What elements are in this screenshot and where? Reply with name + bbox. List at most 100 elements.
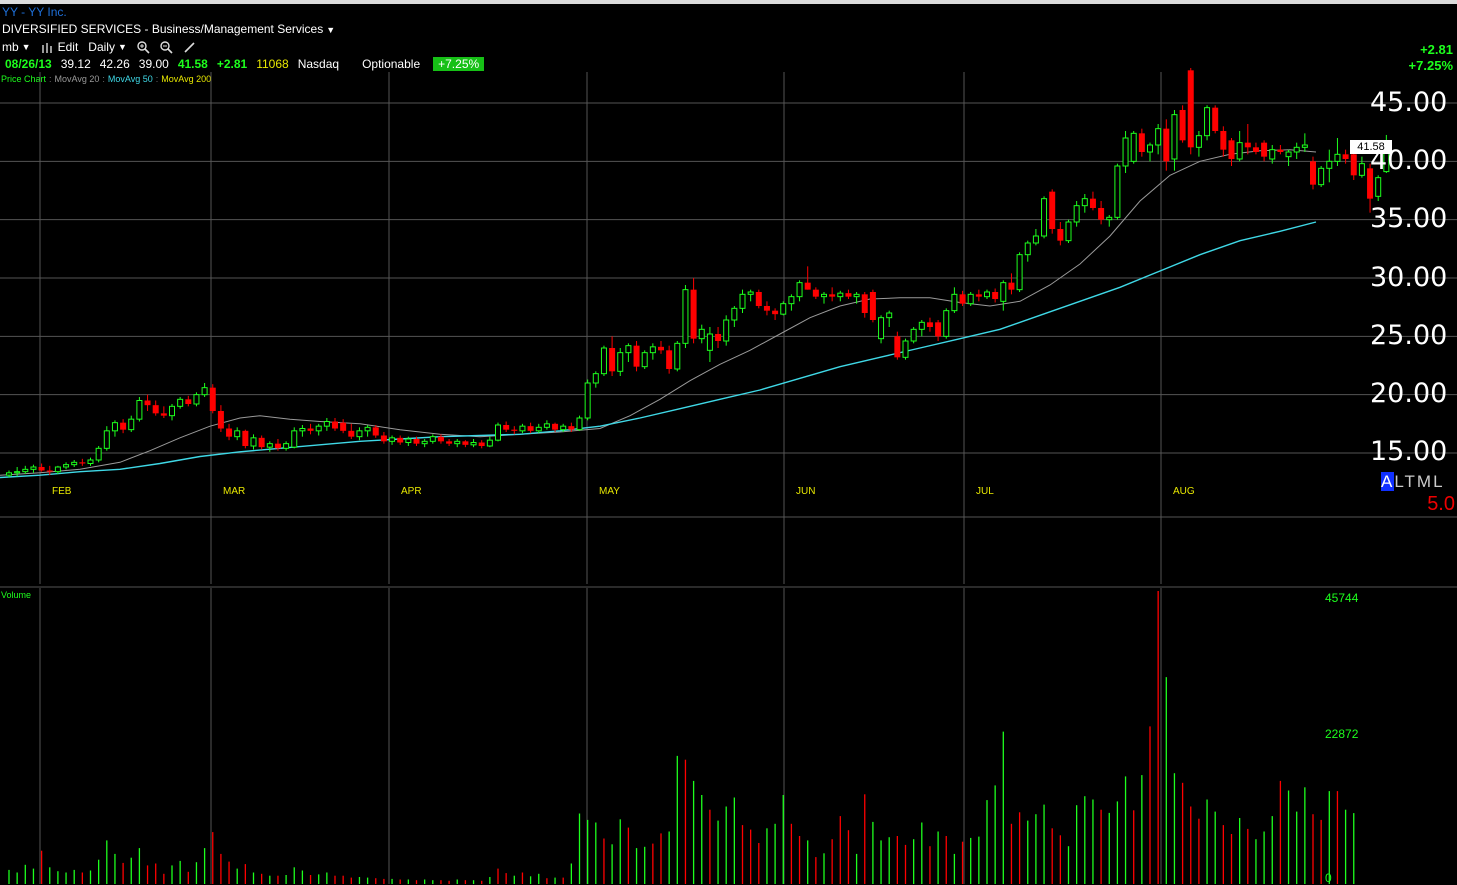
candle	[600, 345, 607, 376]
altml-highlight[interactable]: A	[1381, 472, 1395, 491]
candle	[992, 288, 999, 303]
zoom-out-button[interactable]	[160, 40, 173, 54]
ma50-legend[interactable]: MovAvg 50	[107, 74, 153, 84]
candle	[1334, 137, 1341, 166]
draw-tool-button[interactable]	[183, 41, 196, 54]
candle-body	[397, 437, 404, 443]
candle-body	[1008, 282, 1015, 290]
candle	[201, 382, 208, 397]
candle	[1310, 156, 1316, 190]
zoom-in-icon	[137, 40, 150, 54]
ma200-legend[interactable]: MovAvg 200	[161, 74, 212, 84]
candle-body	[364, 426, 371, 432]
candle	[372, 424, 379, 438]
candle-body	[902, 340, 909, 358]
bar-chart-icon	[41, 42, 52, 53]
candle	[63, 462, 70, 470]
altml-selector[interactable]: ALTML	[1381, 472, 1445, 492]
candle-body	[1089, 198, 1096, 208]
candle-body	[519, 425, 526, 432]
candle	[389, 435, 396, 445]
candle	[1122, 130, 1129, 173]
price-axis-label: 45.00	[1370, 87, 1448, 118]
candle	[340, 419, 347, 434]
industry-group[interactable]: DIVERSIFIED SERVICES - Business/Manageme…	[2, 22, 335, 36]
candle	[543, 420, 550, 430]
candle-body	[54, 466, 61, 473]
candle	[258, 435, 265, 450]
candle	[1000, 280, 1007, 311]
candle-body	[1122, 137, 1129, 167]
candle	[1236, 130, 1243, 162]
ma20-legend[interactable]: MovAvg 20	[54, 74, 100, 84]
candle-body	[731, 307, 738, 321]
candle	[951, 287, 958, 313]
candle	[861, 291, 868, 318]
candle	[535, 423, 542, 434]
candle-body	[1163, 128, 1170, 162]
candle	[967, 291, 974, 306]
candle-body	[454, 440, 461, 445]
candle	[1041, 196, 1048, 239]
candle	[397, 435, 404, 445]
candle	[576, 415, 583, 431]
candle-body	[910, 328, 917, 342]
chevron-down-icon[interactable]: ▼	[326, 25, 336, 35]
candle-body	[380, 435, 387, 442]
candle-body	[14, 471, 21, 474]
candle-body	[332, 421, 338, 429]
candle-body	[437, 436, 444, 442]
candle	[152, 400, 159, 416]
quote-close: 41.58	[177, 57, 208, 71]
candle	[1342, 149, 1349, 164]
candle-body	[1016, 254, 1023, 291]
candle-body	[861, 294, 868, 313]
candle-body	[1171, 114, 1178, 160]
period-label: Daily	[88, 40, 115, 54]
candle-body	[478, 442, 485, 446]
candle	[780, 301, 787, 316]
candle	[46, 465, 53, 476]
candle-body	[1065, 221, 1072, 242]
edit-button[interactable]: Edit	[41, 40, 78, 54]
candle-body	[372, 427, 379, 436]
candle-body	[1293, 146, 1300, 153]
candle	[666, 345, 673, 374]
candle-body	[234, 430, 241, 438]
candle	[1008, 273, 1015, 295]
altml-rest[interactable]: LTML	[1394, 472, 1445, 491]
candle	[984, 289, 990, 299]
candle-body	[446, 441, 453, 444]
candle	[853, 291, 860, 304]
candle-body	[1000, 282, 1007, 302]
candle-body	[739, 293, 746, 309]
candle-body	[152, 405, 159, 414]
candle-body	[821, 293, 827, 298]
candle	[136, 396, 143, 422]
candle-body	[462, 441, 469, 445]
candle-body	[323, 420, 330, 427]
layout-dropdown[interactable]: mb ▼	[2, 40, 31, 54]
period-dropdown[interactable]: Daily ▼	[88, 40, 127, 54]
candle-body	[315, 425, 322, 432]
symbol-title[interactable]: YY - YY Inc.	[2, 5, 67, 19]
candle	[1098, 200, 1105, 225]
candle	[6, 470, 12, 478]
candle	[755, 289, 762, 309]
candle-body	[486, 439, 493, 447]
candle-body	[274, 443, 281, 449]
price-chart-label[interactable]: Price Chart	[1, 74, 47, 84]
candle-body	[120, 422, 127, 430]
zoom-in-button[interactable]	[137, 40, 150, 54]
candle-body	[1334, 153, 1341, 162]
candle	[617, 347, 624, 376]
candle-body	[804, 282, 811, 290]
candle	[1220, 126, 1227, 157]
candle-body	[1187, 70, 1194, 148]
candle	[30, 464, 37, 473]
candle-body	[617, 352, 624, 372]
candle-body	[878, 317, 885, 340]
candle-body	[788, 296, 795, 305]
candle	[1285, 149, 1292, 166]
